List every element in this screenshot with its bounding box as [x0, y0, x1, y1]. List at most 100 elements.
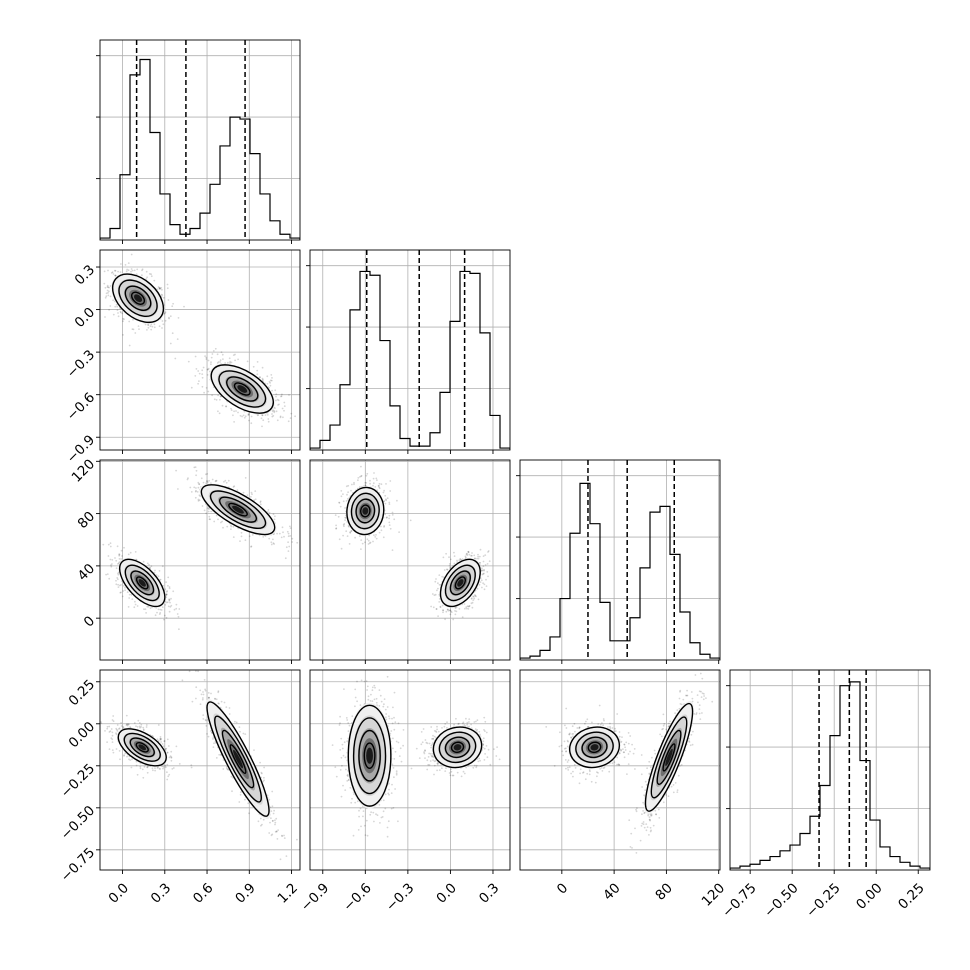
sample-point: [111, 738, 114, 741]
sample-point: [106, 573, 109, 575]
sample-point: [342, 523, 345, 526]
sample-point: [383, 525, 386, 527]
sample-point: [291, 541, 294, 543]
sample-point: [280, 395, 283, 397]
sample-point: [104, 730, 106, 732]
sample-point: [373, 472, 375, 474]
sample-point: [391, 511, 394, 514]
sample-point: [340, 490, 343, 492]
sample-point: [142, 776, 145, 779]
sample-point: [114, 305, 117, 308]
sample-point: [118, 558, 121, 560]
sample-point: [197, 382, 200, 385]
sample-point: [172, 302, 175, 305]
sample-point: [277, 399, 280, 402]
sample-point: [274, 515, 276, 518]
sample-point: [156, 738, 159, 741]
sample-point: [377, 484, 380, 487]
sample-point: [135, 760, 138, 763]
sample-point: [269, 384, 272, 387]
sample-point: [446, 568, 448, 571]
sample-point: [204, 355, 207, 357]
sample-point: [244, 539, 247, 542]
sample-point: [229, 360, 232, 363]
sample-point: [347, 484, 350, 487]
sample-point: [346, 497, 349, 500]
sample-point: [108, 748, 111, 750]
sample-point: [155, 574, 158, 576]
sample-point: [175, 745, 178, 748]
sample-point: [198, 494, 201, 497]
sample-point: [217, 361, 220, 363]
sample-point: [171, 332, 174, 335]
sample-point: [195, 487, 197, 489]
sample-point: [166, 287, 169, 290]
sample-point: [221, 353, 224, 356]
sample-point: [443, 569, 446, 571]
sample-point: [162, 767, 164, 770]
sample-point: [461, 616, 464, 618]
sample-point: [246, 494, 249, 496]
sample-point: [119, 758, 121, 761]
sample-point: [441, 575, 444, 578]
sample-point: [342, 500, 345, 503]
sample-point: [288, 394, 290, 396]
sample-point: [282, 416, 284, 419]
sample-point: [194, 496, 197, 499]
sample-point: [162, 745, 165, 748]
sample-point: [154, 569, 156, 572]
sample-point: [467, 608, 470, 610]
sample-point: [266, 375, 269, 378]
sample-point: [159, 612, 162, 614]
sample-point: [465, 606, 468, 608]
sample-point: [153, 279, 156, 282]
sample-point: [205, 480, 208, 483]
scatter-panel-0-1-content: [100, 250, 300, 450]
sample-point: [150, 565, 153, 568]
sample-point: [194, 490, 197, 493]
sample-point: [159, 768, 162, 770]
sample-point: [359, 476, 361, 478]
sample-point: [475, 595, 477, 598]
sample-point: [257, 414, 260, 416]
sample-point: [137, 325, 140, 327]
sample-point: [128, 593, 131, 596]
sample-point: [468, 604, 471, 607]
contour-line: [355, 498, 376, 524]
sample-point: [157, 575, 160, 578]
sample-point: [262, 378, 264, 381]
sample-point: [260, 417, 263, 420]
scatter-panel-0-2-content: [100, 460, 300, 660]
sample-point: [123, 755, 125, 757]
sample-point: [369, 479, 371, 482]
sample-point: [127, 553, 130, 556]
sample-point: [372, 484, 374, 487]
sample-point: [158, 739, 160, 742]
sample-point: [130, 593, 133, 596]
sample-point: [340, 547, 343, 550]
sample-point: [250, 545, 253, 548]
sample-point: [109, 558, 112, 561]
sample-point: [471, 606, 474, 609]
sample-point: [227, 479, 230, 482]
sample-point: [288, 545, 291, 548]
contour-line: [130, 570, 155, 596]
sample-point: [369, 541, 372, 544]
sample-point: [278, 403, 280, 406]
sample-point: [161, 294, 164, 296]
sample-point: [116, 577, 119, 579]
sample-point: [207, 510, 210, 513]
sample-point: [139, 762, 142, 765]
sample-point: [219, 395, 222, 398]
sample-point: [388, 524, 391, 526]
sample-point: [122, 334, 124, 336]
sample-point: [159, 287, 161, 289]
sample-point: [168, 587, 171, 590]
sample-point: [271, 410, 274, 413]
sample-point: [372, 482, 375, 485]
sample-point: [368, 542, 371, 545]
sample-point: [115, 727, 118, 730]
sample-point: [159, 736, 162, 738]
sample-point: [189, 486, 192, 489]
sample-point: [110, 737, 113, 739]
